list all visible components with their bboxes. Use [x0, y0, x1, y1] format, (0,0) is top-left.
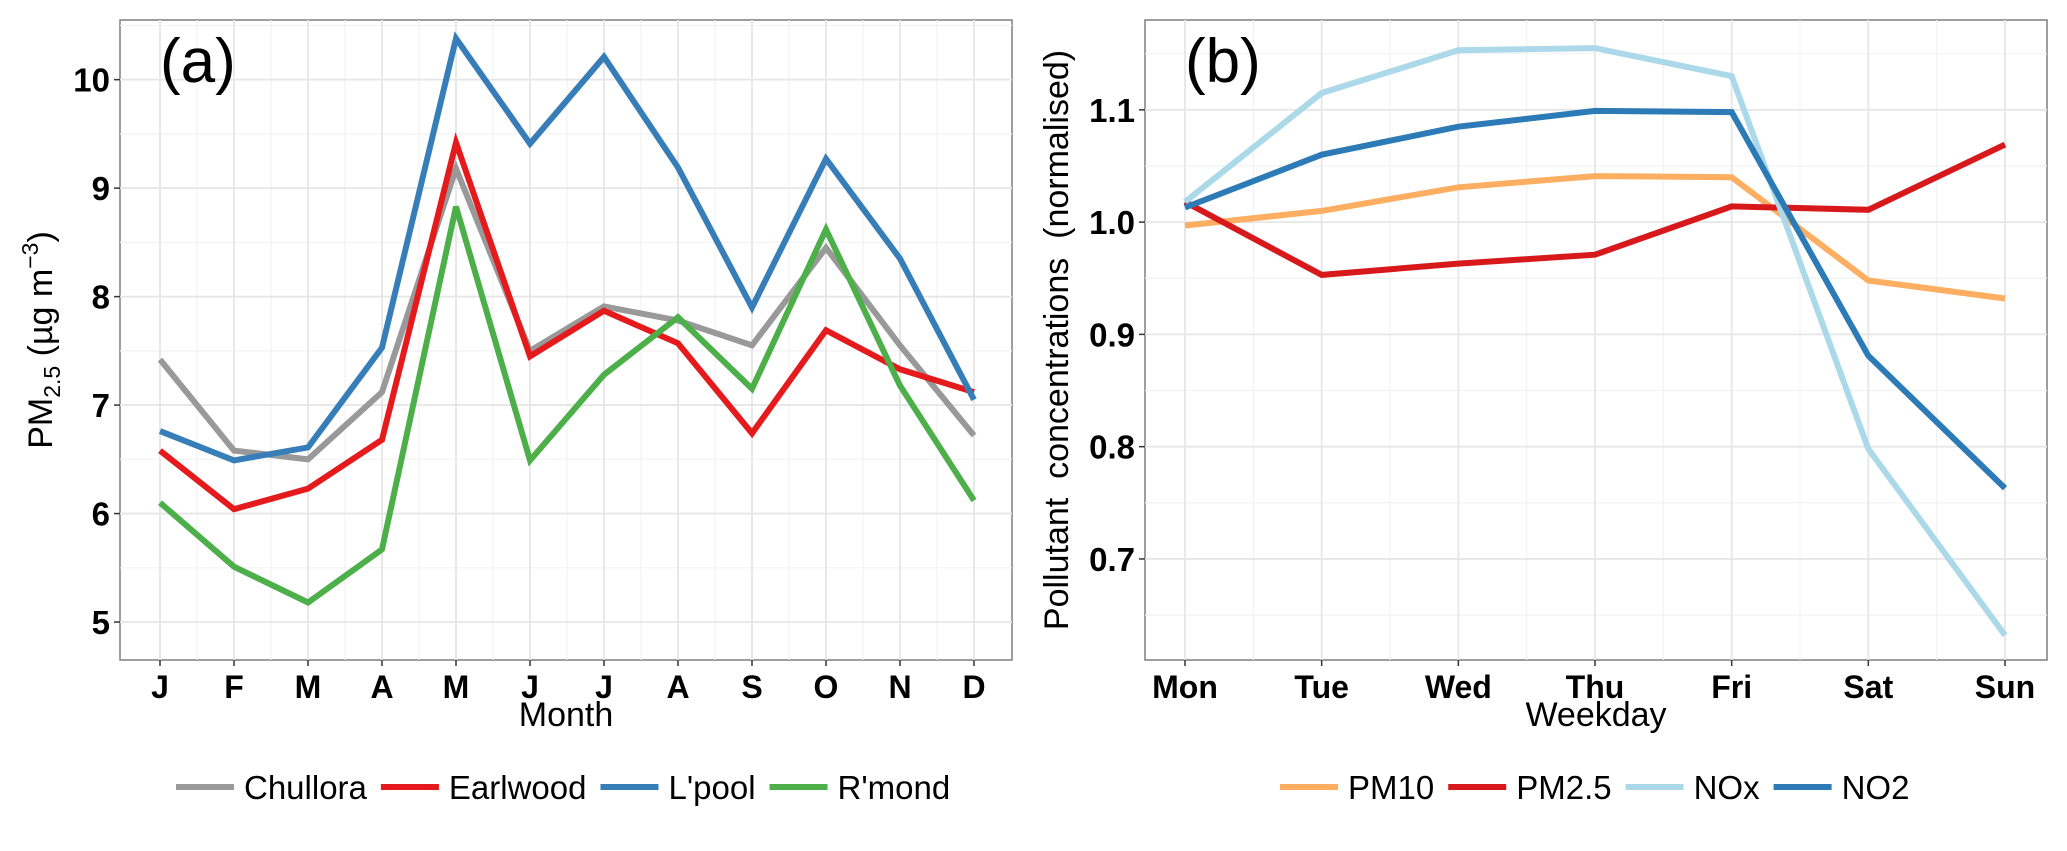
panel-b-legend: PM10 PM2.5 NOx NO2: [1280, 769, 1909, 806]
legend-item-chullora: Chullora: [176, 769, 368, 806]
panel-a-y-axis: 5 6 7 8 9 10: [73, 62, 120, 641]
y-title-spacer: [22, 356, 60, 365]
x-tick-label: J: [521, 669, 539, 705]
panel-a-legend: Chullora Earlwood L'pool R'mond: [176, 769, 950, 806]
legend-item-no2: NO2: [1773, 769, 1910, 806]
panel-b-x-axis-title: Weekday: [1525, 696, 1666, 734]
y-tick-label: 0.8: [1089, 429, 1135, 466]
y-title-units-close: ): [22, 231, 60, 242]
legend-item-r-mond: R'mond: [769, 769, 951, 806]
x-tick-label: Tue: [1294, 669, 1349, 705]
x-tick-label: J: [151, 669, 169, 705]
y-tick-label: 1.0: [1089, 204, 1135, 241]
series-line-chullora: [157, 159, 977, 463]
panel-b-gridlines: [1145, 20, 2047, 660]
y-tick-label: 1.1: [1089, 92, 1135, 129]
legend-label: R'mond: [838, 769, 951, 806]
legend-label: PM2.5: [1516, 769, 1611, 806]
x-tick-label: Sat: [1843, 669, 1893, 705]
y-tick-label: 7: [92, 387, 110, 424]
series-line-pm10: [1184, 173, 2006, 302]
panel-a-gridlines: [120, 20, 1012, 660]
legend-item-earlwood: Earlwood: [380, 769, 587, 806]
y-title-superscript: −3: [17, 243, 43, 269]
panel-b-x-axis: Mon Tue Wed Thu Fri Sat Sun: [1152, 660, 2035, 705]
legend-label: NO2: [1842, 769, 1910, 806]
panel-b: 0.7 0.8 0.9 1.0 1.1 Mon Tue Wed Thu Fri Sat Sun (b…: [1038, 19, 2048, 806]
series-line-earlwood: [158, 132, 975, 513]
legend-item-l-pool: L'pool: [600, 769, 756, 806]
y-title-units: (µg m: [22, 269, 60, 357]
legend-label: NOx: [1694, 769, 1761, 806]
legend-label: Earlwood: [449, 769, 587, 806]
panel-a-series: [157, 31, 977, 606]
series-line-l-pool: [158, 31, 977, 464]
x-tick-label: Mon: [1152, 669, 1218, 705]
x-tick-label: A: [666, 669, 689, 705]
y-tick-label: 10: [73, 62, 110, 99]
x-tick-label: Wed: [1425, 669, 1492, 705]
x-tick-label: D: [962, 669, 985, 705]
y-tick-label: 9: [92, 170, 110, 207]
y-tick-label: 0.7: [1089, 541, 1135, 578]
panel-a-y-axis-title: PM2.5 (µg m−3): [17, 231, 65, 449]
panel-b-plot-area: [1144, 19, 2048, 661]
x-tick-label: A: [370, 669, 393, 705]
legend-label: L'pool: [668, 769, 755, 806]
legend-item-pm10: PM10: [1280, 769, 1434, 806]
y-tick-label: 8: [92, 279, 110, 316]
x-tick-label: F: [224, 669, 244, 705]
legend-item-nox: NOx: [1625, 769, 1761, 806]
series-line-no2: [1183, 107, 2008, 491]
x-tick-label: Fri: [1711, 669, 1752, 705]
x-tick-label: S: [741, 669, 762, 705]
x-tick-label: M: [295, 669, 322, 705]
panel-b-series: [1183, 45, 2008, 638]
panel-b-label: (b): [1185, 27, 1261, 96]
series-line-r-mond: [158, 205, 977, 606]
x-tick-label: N: [888, 669, 911, 705]
y-tick-label: 6: [92, 496, 110, 533]
legend-label: Chullora: [244, 769, 368, 806]
series-line-pm2-5: [1183, 141, 2007, 278]
panel-b-y-axis-title: Pollutant concentrations (normalised): [1038, 50, 1076, 630]
panel-a: 5 6 7 8 9 10 J F M A M J J A S O N D (a) Month PM2.5 (µg…: [17, 19, 1013, 806]
x-tick-label: Thu: [1566, 669, 1625, 705]
panel-a-x-axis-title: Month: [519, 696, 614, 734]
y-tick-label: 5: [92, 604, 110, 641]
x-tick-label: J: [595, 669, 613, 705]
legend-label: PM10: [1348, 769, 1434, 806]
panel-a-label: (a): [160, 27, 236, 96]
y-tick-label: 0.9: [1089, 316, 1135, 353]
y-title-subscript: 2.5: [39, 366, 65, 398]
legend-item-pm2-5: PM2.5: [1448, 769, 1612, 806]
series-line-nox: [1183, 45, 2008, 638]
y-title-pm: PM: [22, 398, 60, 449]
panel-b-y-axis: 0.7 0.8 0.9 1.0 1.1: [1089, 92, 1145, 578]
x-tick-label: O: [814, 669, 839, 705]
x-tick-label: M: [443, 669, 470, 705]
x-tick-label: Sun: [1975, 669, 2035, 705]
